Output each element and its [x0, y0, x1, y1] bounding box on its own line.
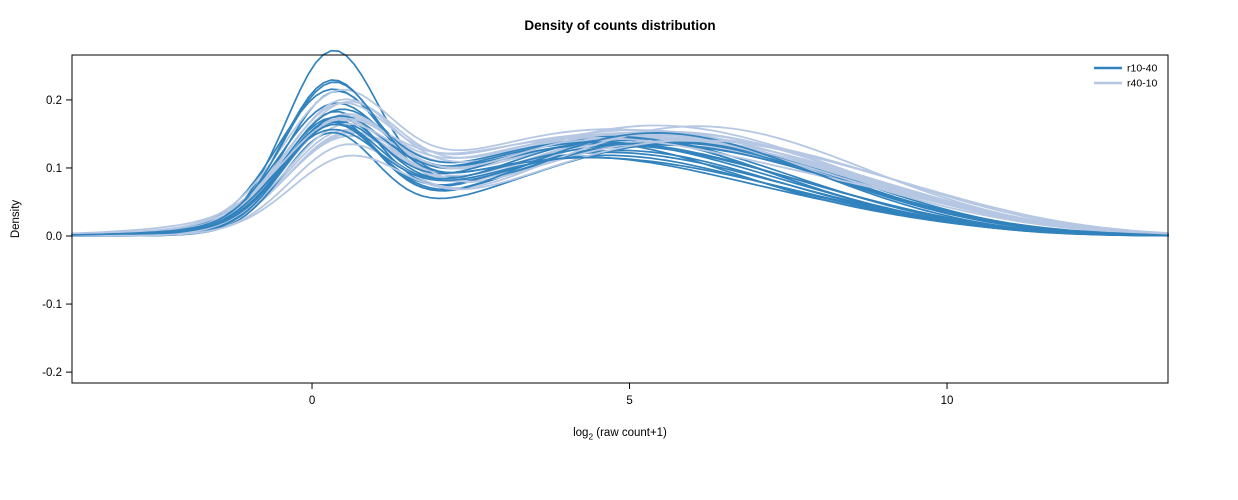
- x-axis-label-suffix: (raw count+1): [593, 427, 667, 439]
- y-tick-label: -0.2: [42, 367, 62, 379]
- density-curve-r40-10: [71, 139, 1169, 237]
- chart-title: Density of counts distribution: [524, 18, 716, 33]
- density-curve-r10-40: [71, 81, 1169, 237]
- legend-label: r40-10: [1127, 78, 1158, 90]
- y-tick-label: -0.1: [42, 299, 62, 311]
- x-axis-label: log2 (raw count+1): [72, 427, 1168, 441]
- density-curve-r40-10: [71, 117, 1169, 235]
- density-curve-r40-10: [71, 88, 1169, 236]
- x-axis-label-prefix: log: [573, 427, 589, 439]
- y-tick-label: 0.0: [46, 231, 62, 243]
- legend-label: r10-40: [1127, 63, 1158, 75]
- density-curve-r40-10: [71, 125, 1169, 237]
- density-curve-r10-40: [71, 131, 1169, 237]
- density-curve-r10-40: [71, 123, 1169, 237]
- x-axis-label-subscript: 2: [588, 432, 594, 442]
- y-tick-label: 0.1: [46, 163, 62, 175]
- y-tick-label: 0.2: [46, 95, 62, 107]
- x-tick-label: 5: [626, 395, 632, 407]
- density-curve-r10-40: [71, 123, 1169, 237]
- x-tick-label: 0: [309, 395, 315, 407]
- plot-frame: [71, 54, 1169, 384]
- x-tick-label: 10: [941, 395, 954, 407]
